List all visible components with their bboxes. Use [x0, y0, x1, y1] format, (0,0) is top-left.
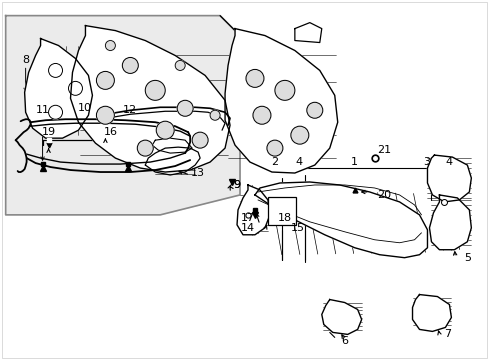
Circle shape — [252, 106, 270, 124]
Circle shape — [122, 58, 138, 73]
Polygon shape — [427, 155, 470, 202]
Circle shape — [156, 121, 174, 139]
Circle shape — [192, 132, 208, 148]
Text: 1: 1 — [350, 157, 357, 167]
Circle shape — [290, 126, 308, 144]
Circle shape — [96, 71, 114, 89]
Circle shape — [137, 140, 153, 156]
Text: 14: 14 — [241, 223, 255, 233]
Polygon shape — [224, 28, 337, 173]
Circle shape — [105, 41, 115, 50]
Circle shape — [145, 80, 165, 100]
Polygon shape — [24, 39, 92, 138]
Circle shape — [177, 100, 193, 116]
Polygon shape — [237, 185, 269, 235]
Polygon shape — [294, 23, 321, 42]
Circle shape — [48, 63, 62, 77]
Polygon shape — [412, 294, 450, 332]
Text: 9: 9 — [233, 180, 240, 190]
Text: 21: 21 — [377, 145, 391, 155]
Polygon shape — [6, 15, 240, 215]
Text: 4: 4 — [295, 157, 302, 167]
Text: 19: 19 — [41, 127, 56, 137]
Circle shape — [245, 69, 264, 87]
Circle shape — [266, 140, 283, 156]
Text: 8: 8 — [22, 55, 29, 66]
Text: 6: 6 — [341, 336, 347, 346]
Text: 3: 3 — [422, 157, 429, 167]
Text: 10: 10 — [77, 103, 91, 113]
Circle shape — [96, 106, 114, 124]
Text: 13: 13 — [191, 168, 204, 178]
Text: 11: 11 — [36, 105, 49, 115]
Text: 12: 12 — [123, 105, 137, 115]
Circle shape — [48, 105, 62, 119]
Text: 2: 2 — [271, 157, 278, 167]
Circle shape — [210, 110, 220, 120]
Text: 7: 7 — [443, 329, 450, 339]
Text: 20: 20 — [377, 190, 391, 200]
Polygon shape — [428, 195, 470, 250]
Text: 15: 15 — [290, 223, 304, 233]
Circle shape — [306, 102, 322, 118]
Text: 18: 18 — [277, 213, 291, 223]
Polygon shape — [254, 182, 427, 258]
Text: 16: 16 — [103, 127, 117, 137]
Circle shape — [175, 60, 185, 71]
Text: 5: 5 — [463, 253, 470, 263]
Circle shape — [274, 80, 294, 100]
Polygon shape — [321, 300, 361, 334]
Circle shape — [68, 81, 82, 95]
Text: 9: 9 — [233, 180, 240, 190]
Polygon shape — [70, 26, 229, 172]
Text: 17: 17 — [241, 213, 255, 223]
Text: 4: 4 — [445, 157, 452, 167]
Bar — [267, 197, 295, 225]
